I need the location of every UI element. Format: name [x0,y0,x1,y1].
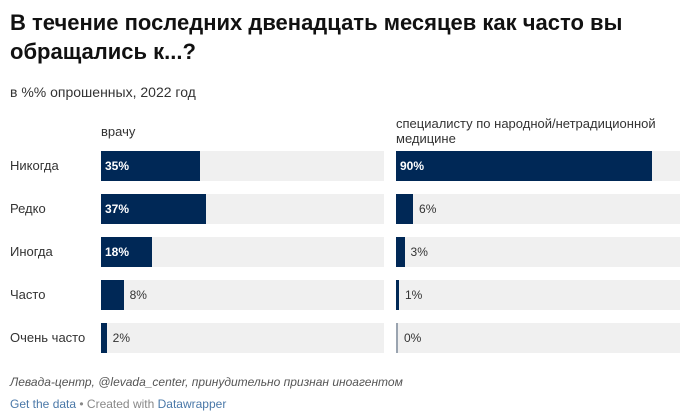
data-label: 35% [105,159,130,173]
category-label: Редко [10,201,46,216]
chart-title: В течение последних двенадцать месяцев к… [10,10,623,64]
chart-subtitle: в %% опрошенных, 2022 год [10,84,196,100]
bar [396,237,405,267]
bar-track: 90% [396,151,680,181]
bar [396,280,399,310]
category-label: Иногда [10,244,53,259]
category-label: Очень часто [10,330,86,345]
data-label: 37% [105,202,130,216]
bar-track: 18% [101,237,384,267]
bar [396,323,398,353]
data-label: 3% [410,245,428,259]
bar-track: 8% [101,280,384,310]
data-label: 8% [129,288,147,302]
data-label: 2% [112,331,130,345]
bar-track: 3% [396,237,680,267]
bar [396,151,652,181]
bar [101,323,107,353]
data-label: 1% [405,288,423,302]
bar-track: 37% [101,194,384,224]
data-label: 90% [400,159,425,173]
footer-separator: • Created with [76,397,158,411]
bar-track: 2% [101,323,384,353]
data-label: 0% [404,331,422,345]
bar-track: 0% [396,323,680,353]
category-label: Часто [10,287,46,302]
data-label: 18% [105,245,130,259]
footer: Get the data • Created with Datawrapper [10,397,226,411]
get-data-link[interactable]: Get the data [10,397,77,411]
data-label: 6% [419,202,437,216]
bar [101,194,206,224]
series-label: врачу [101,124,136,139]
bar [101,280,124,310]
bar-track: 35% [101,151,384,181]
source-note: Левада-центр, @levada_center, принудител… [10,375,403,389]
bar [396,194,414,224]
bar-track: 6% [396,194,680,224]
bar-track: 1% [396,280,680,310]
datawrapper-link[interactable]: Datawrapper [157,397,227,411]
bar [101,237,152,267]
series-label: специалисту по народной/нетрадиционной м… [396,116,656,146]
bar [101,151,201,181]
category-label: Никогда [10,158,59,173]
